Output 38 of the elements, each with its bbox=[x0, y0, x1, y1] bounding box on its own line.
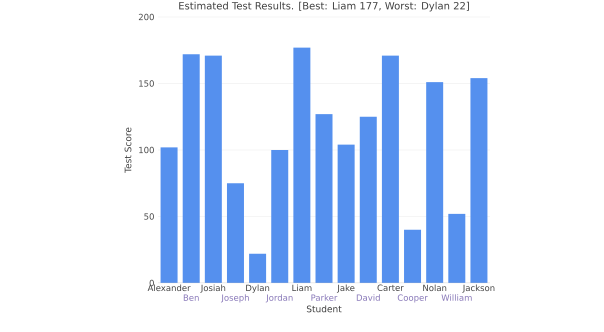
bar bbox=[360, 116, 377, 283]
bar bbox=[182, 54, 200, 283]
x-tick-label: Ben bbox=[184, 294, 199, 301]
bar bbox=[316, 114, 333, 283]
x-tick-label: Jake bbox=[336, 284, 354, 293]
x-tick-label: William bbox=[442, 294, 472, 301]
bar bbox=[382, 56, 399, 283]
x-tick-label: Jordan bbox=[266, 294, 293, 302]
bar bbox=[204, 56, 222, 283]
x-tick-label: Jackson bbox=[462, 284, 494, 293]
x-tick-label: Nolan bbox=[423, 284, 446, 292]
chart-title: Estimated Test Results. [Best: Liam 177, Worst: Dylan 22] bbox=[179, 2, 469, 12]
x-axis-title: Student bbox=[306, 305, 342, 312]
x-tick-label: Dylan bbox=[246, 284, 270, 293]
x-tick-label: Alexander bbox=[148, 284, 191, 292]
bar bbox=[249, 254, 266, 283]
bar bbox=[271, 150, 288, 283]
x-tick-label: Joseph bbox=[220, 294, 249, 302]
bar bbox=[293, 48, 310, 283]
bar bbox=[160, 147, 178, 283]
y-axis-title: Test Score bbox=[124, 128, 132, 173]
bar bbox=[448, 214, 466, 283]
y-tick-label: 100 bbox=[139, 146, 154, 154]
bar bbox=[226, 183, 244, 283]
bar bbox=[426, 82, 444, 283]
x-tick-label: David bbox=[356, 294, 380, 301]
y-tick-label: 200 bbox=[138, 14, 154, 20]
x-tick-label: Cooper bbox=[398, 294, 428, 302]
x-tick-label: Parker bbox=[311, 294, 338, 301]
bar bbox=[404, 230, 422, 283]
y-tick-label: 150 bbox=[139, 80, 154, 87]
bar bbox=[338, 144, 355, 283]
x-tick-label: Josiah bbox=[200, 284, 226, 293]
y-tick-label: 0 bbox=[150, 280, 154, 286]
x-tick-label: Carter bbox=[378, 284, 404, 291]
y-tick-label: 50 bbox=[144, 213, 154, 220]
x-tick-label: Liam bbox=[292, 284, 312, 292]
bar bbox=[470, 78, 488, 283]
